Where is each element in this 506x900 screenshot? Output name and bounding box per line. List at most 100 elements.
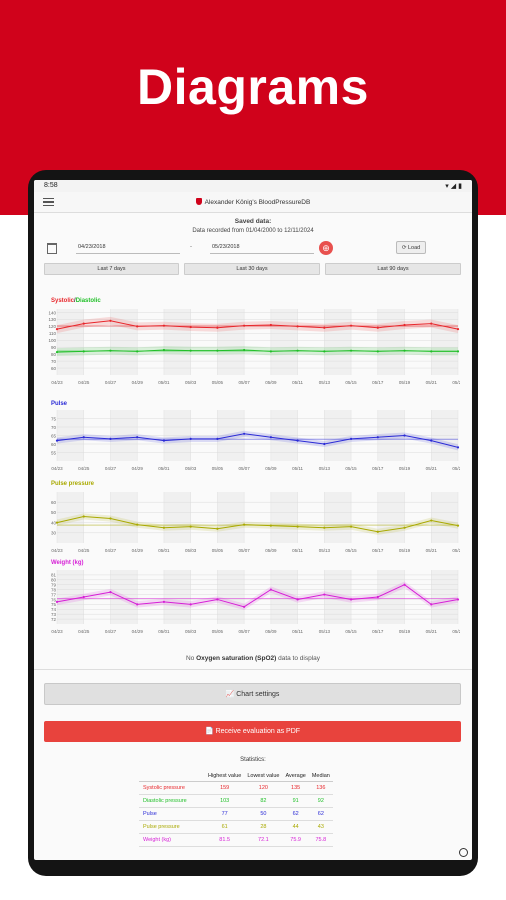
data-point	[456, 446, 460, 449]
data-point	[136, 603, 139, 606]
data-point	[55, 350, 59, 354]
x-tick-label: 04/23	[51, 466, 63, 471]
chart-title-weight: Weight (kg)	[51, 560, 84, 566]
x-tick-label: 05/05	[212, 548, 224, 553]
y-tick-label: 80	[51, 578, 57, 583]
x-tick-label: 05/11	[292, 548, 303, 553]
data-point	[136, 350, 139, 353]
last-90-days-button[interactable]: Last 90 days	[325, 263, 461, 275]
data-point	[243, 523, 246, 526]
series-line	[56, 584, 459, 608]
data-point	[189, 525, 192, 528]
x-tick-label: 05/17	[372, 629, 384, 634]
stats-label: Pulse pressure	[139, 820, 205, 834]
x-tick-label: 05/17	[372, 466, 384, 471]
banner-title: Diagrams	[137, 59, 369, 115]
x-tick-label: 05/23	[452, 629, 460, 634]
data-point	[323, 350, 326, 353]
pdf-evaluation-button[interactable]: 📄 Receive evaluation as PDF	[44, 721, 461, 742]
x-tick-label: 05/01	[158, 380, 170, 385]
stats-label: Pulse	[139, 807, 205, 821]
x-tick-label: 05/11	[292, 466, 303, 471]
data-point	[243, 605, 246, 608]
y-tick-label: 74	[51, 607, 57, 612]
stats-header: Average	[282, 771, 309, 782]
data-point	[349, 437, 353, 440]
pulse-chart[interactable]: 75 70 65 60 55 04/23 04/25 04/27 04/29 05/01 05/03…	[48, 406, 460, 473]
chart-band	[217, 309, 245, 375]
statistics-title: Statistics:	[240, 757, 266, 763]
chart-settings-button[interactable]: 📈 Chart settings	[44, 683, 461, 705]
nodata-suffix: data to display	[276, 655, 321, 662]
hamburger-menu-icon[interactable]	[43, 198, 54, 206]
x-tick-label: 05/03	[185, 629, 197, 634]
data-point	[349, 525, 353, 528]
last-7-days-button[interactable]: Last 7 days	[44, 263, 179, 275]
data-point	[376, 326, 379, 329]
data-point	[82, 322, 85, 325]
x-tick-label: 05/23	[452, 380, 460, 385]
data-point	[162, 439, 166, 442]
pulse-pressure-chart[interactable]: 60 50 40 30 04/23 04/25 04/27 04/29 05/01 05/03 05…	[48, 488, 460, 555]
bp-chart[interactable]: 140 130 120 110 100 90 80 70 60 04/23 04/25 04/27 04…	[48, 305, 460, 387]
series-line	[56, 515, 459, 533]
zoom-in-icon[interactable]: ⊕	[319, 241, 333, 255]
data-point	[296, 349, 299, 352]
stats-label: Weight (kg)	[139, 833, 205, 847]
data-point	[296, 325, 299, 328]
x-tick-label: 05/03	[185, 380, 197, 385]
x-tick-label: 04/27	[105, 548, 117, 553]
accessibility-icon[interactable]	[459, 848, 468, 857]
data-point	[109, 319, 112, 322]
data-point	[456, 328, 460, 331]
chart-band	[110, 492, 138, 543]
last-30-days-button[interactable]: Last 30 days	[184, 263, 320, 275]
table-row: Systolic pressure 159 120 135 136	[139, 781, 333, 795]
data-point	[376, 595, 379, 599]
data-point	[243, 348, 246, 352]
tablet-frame: 8:58 ▾◢▮ Alexander König's BloodPressure…	[28, 170, 478, 876]
data-point	[216, 326, 219, 329]
stats-cell: 81.5	[205, 833, 245, 847]
x-tick-label: 05/19	[399, 548, 411, 553]
x-tick-label: 05/11	[292, 629, 303, 634]
y-tick-label: 65	[51, 433, 57, 438]
series-line	[56, 433, 459, 448]
y-tick-label: 81	[51, 573, 57, 578]
nodata-bold: Oxygen saturation (SpO2)	[196, 655, 277, 662]
data-point	[162, 348, 166, 352]
data-point	[136, 523, 139, 526]
statistics-table: Highest value Lowest value Average Media…	[139, 771, 333, 847]
data-point	[430, 322, 433, 325]
date-to-input[interactable]: 05/23/2018	[210, 243, 314, 254]
stats-cell: 62	[308, 807, 333, 821]
data-point	[109, 517, 112, 520]
y-tick-label: 60	[51, 500, 57, 505]
stats-header	[139, 771, 205, 782]
x-tick-label: 04/25	[78, 548, 90, 553]
chart-band	[270, 492, 298, 543]
chart-band	[163, 570, 191, 624]
chart-band	[431, 492, 458, 543]
y-tick-label: 76	[51, 597, 57, 602]
x-tick-label: 05/13	[319, 548, 331, 553]
data-point	[216, 527, 219, 530]
data-point	[162, 324, 166, 327]
table-row: Weight (kg) 81.5 72.1 75.9 75.8	[139, 833, 333, 847]
data-point	[189, 349, 192, 352]
date-from-input[interactable]: 04/23/2018	[76, 243, 180, 254]
x-tick-label: 05/21	[426, 629, 438, 634]
data-point	[296, 525, 299, 528]
calendar-icon[interactable]	[47, 243, 57, 254]
y-tick-label: 75	[51, 602, 57, 607]
chart-band	[110, 570, 138, 624]
data-point	[55, 328, 59, 331]
range-buttons: Last 7 days Last 30 days Last 90 days	[34, 263, 472, 277]
app-logo-icon	[195, 198, 202, 205]
load-button[interactable]: ⟳ Load	[396, 241, 426, 254]
series-band	[57, 430, 458, 451]
stats-cell: 75.8	[308, 833, 333, 847]
divider	[34, 669, 472, 670]
chart-band	[324, 309, 352, 375]
